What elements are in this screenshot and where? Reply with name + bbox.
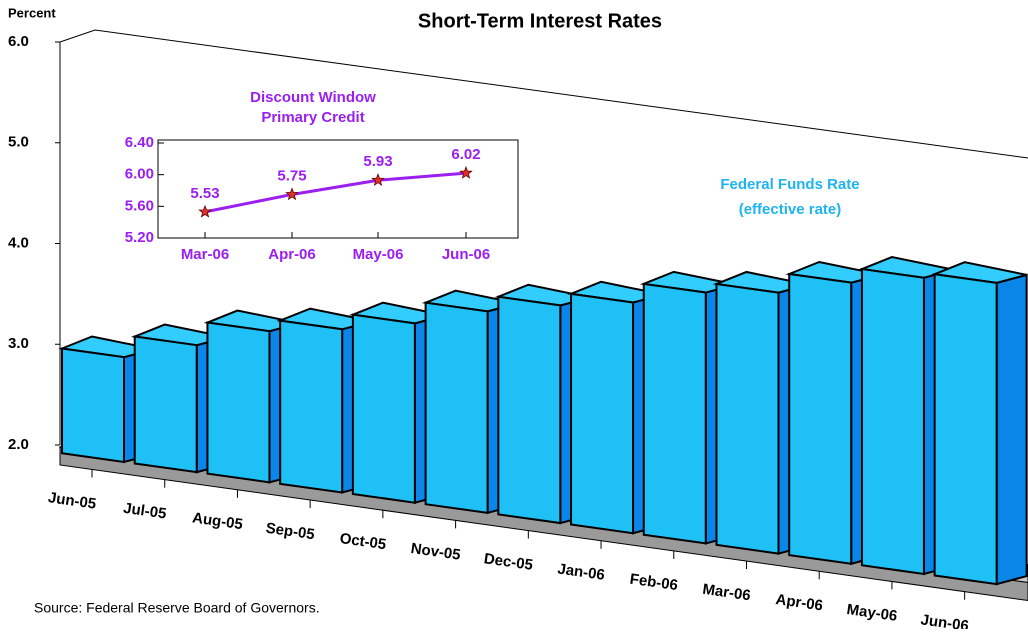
x-tick-label: Sep-05 xyxy=(265,520,316,544)
x-tick-label: Mar-06 xyxy=(701,581,751,605)
x-tick-label: Jun-06 xyxy=(920,611,970,629)
bar-side xyxy=(995,273,1028,586)
x-tick-label: Oct-05 xyxy=(339,530,388,553)
bar-front xyxy=(279,319,344,494)
y-tick-label: 5.0 xyxy=(8,134,29,151)
chart-title: Short-Term Interest Rates xyxy=(418,10,662,32)
y-axis-title: Percent xyxy=(8,5,56,20)
y-tick-label: 5.60 xyxy=(125,197,154,214)
y-tick-label: 6.40 xyxy=(125,134,154,151)
x-tick-label: Jan-06 xyxy=(556,560,605,583)
inset-title: Discount Window xyxy=(250,89,376,106)
x-tick-label: Jun-05 xyxy=(47,489,97,513)
data-label: 5.93 xyxy=(363,153,392,170)
bar-front xyxy=(715,282,780,555)
x-tick-label: Apr-06 xyxy=(268,246,316,263)
x-tick-label: Jul-05 xyxy=(122,500,167,523)
line xyxy=(204,171,467,214)
y-tick-label: 4.0 xyxy=(8,234,29,251)
bar-front xyxy=(788,272,853,565)
bar xyxy=(930,261,1028,586)
point xyxy=(198,204,212,218)
bar-front xyxy=(933,273,998,586)
bar-front xyxy=(424,301,489,515)
bar-front xyxy=(206,321,271,484)
inset-frame xyxy=(157,139,519,239)
data-label: 5.75 xyxy=(277,167,306,184)
data-label: 5.53 xyxy=(190,185,219,202)
x-tick-label: May-06 xyxy=(846,601,899,625)
annotation: Federal Funds Rate xyxy=(720,176,859,193)
bar-front xyxy=(570,292,635,535)
x-tick-label: Jun-06 xyxy=(442,246,490,263)
x-tick-label: May-06 xyxy=(353,246,404,263)
x-tick-label: Dec-05 xyxy=(483,550,534,574)
y-tick-label: 3.0 xyxy=(8,335,29,352)
y-tick-label: 2.0 xyxy=(8,436,29,453)
x-tick-label: Apr-06 xyxy=(775,591,824,614)
x-tick-label: Aug-05 xyxy=(191,509,244,533)
source-note: Source: Federal Reserve Board of Governo… xyxy=(34,600,320,616)
point xyxy=(285,187,299,201)
x-tick-label: Nov-05 xyxy=(410,540,462,564)
y-tick-label: 6.00 xyxy=(125,166,154,183)
bar-front xyxy=(133,335,198,474)
data-label: 6.02 xyxy=(451,146,480,163)
point xyxy=(459,165,473,179)
bar-front xyxy=(497,295,562,525)
inset-title: Primary Credit xyxy=(261,109,364,126)
y-tick-label: 6.0 xyxy=(8,33,29,50)
x-tick-label: Mar-06 xyxy=(181,246,229,263)
x-tick-label: Feb-06 xyxy=(629,571,679,595)
bar-front xyxy=(860,267,925,576)
bar-front xyxy=(351,313,416,504)
y-tick-label: 5.20 xyxy=(125,229,154,246)
annotation: (effective rate) xyxy=(739,201,842,218)
point xyxy=(371,173,385,186)
bar-front xyxy=(61,347,125,464)
bar-front xyxy=(642,282,707,545)
